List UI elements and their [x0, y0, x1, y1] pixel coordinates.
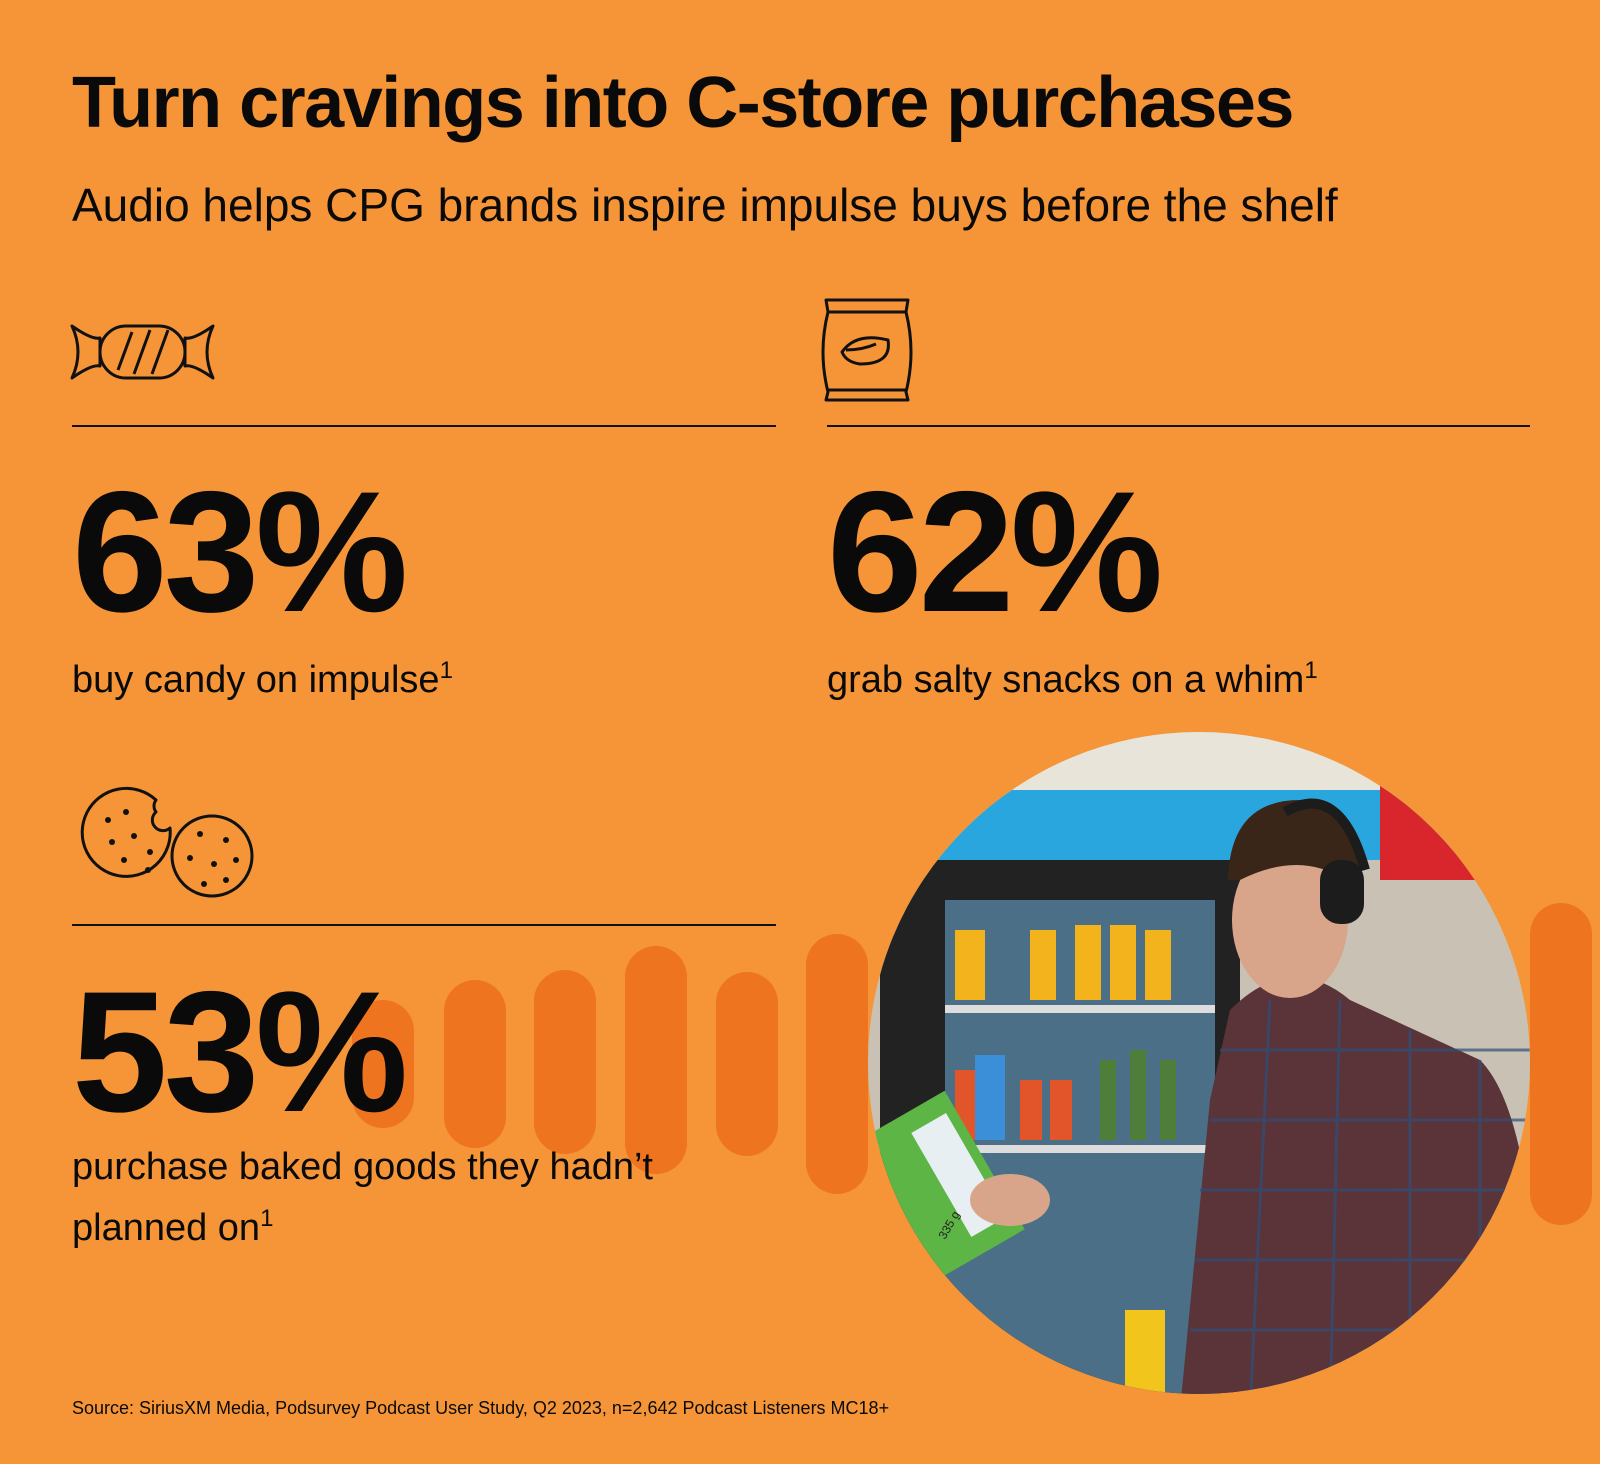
stat-label: purchase baked goods they hadn’t planned …: [72, 1142, 653, 1254]
stat-text: planned on: [72, 1207, 261, 1249]
cookie-chips: [105, 809, 239, 887]
sound-wave: [352, 903, 1592, 1225]
stat-label: buy candy on impulse1: [72, 645, 453, 706]
subtitle: Audio helps CPG brands inspire impulse b…: [72, 179, 1338, 231]
source: Source: SiriusXM Media, Podsurvey Podcas…: [72, 1398, 890, 1418]
footnote: 1: [1304, 657, 1318, 684]
stat-label: grab salty snacks on a whim1: [827, 645, 1318, 706]
stat-value: 53%: [72, 956, 408, 1148]
chips-icon: [821, 298, 913, 402]
stat-text: purchase baked goods they hadn’t: [72, 1146, 653, 1188]
stat-value: 62%: [827, 456, 1163, 648]
stat-text: grab salty snacks on a whim: [827, 659, 1305, 701]
stat-text: buy candy on impulse: [72, 659, 440, 701]
footnote: 1: [260, 1205, 274, 1232]
title: Turn cravings into C-store purchases: [72, 63, 1294, 143]
footnote: 1: [439, 657, 453, 684]
photo: 335 g: [868, 732, 1530, 1394]
stat-value: 63%: [72, 456, 408, 648]
candy-icon: [70, 324, 215, 380]
cookie-icon: [80, 786, 254, 898]
